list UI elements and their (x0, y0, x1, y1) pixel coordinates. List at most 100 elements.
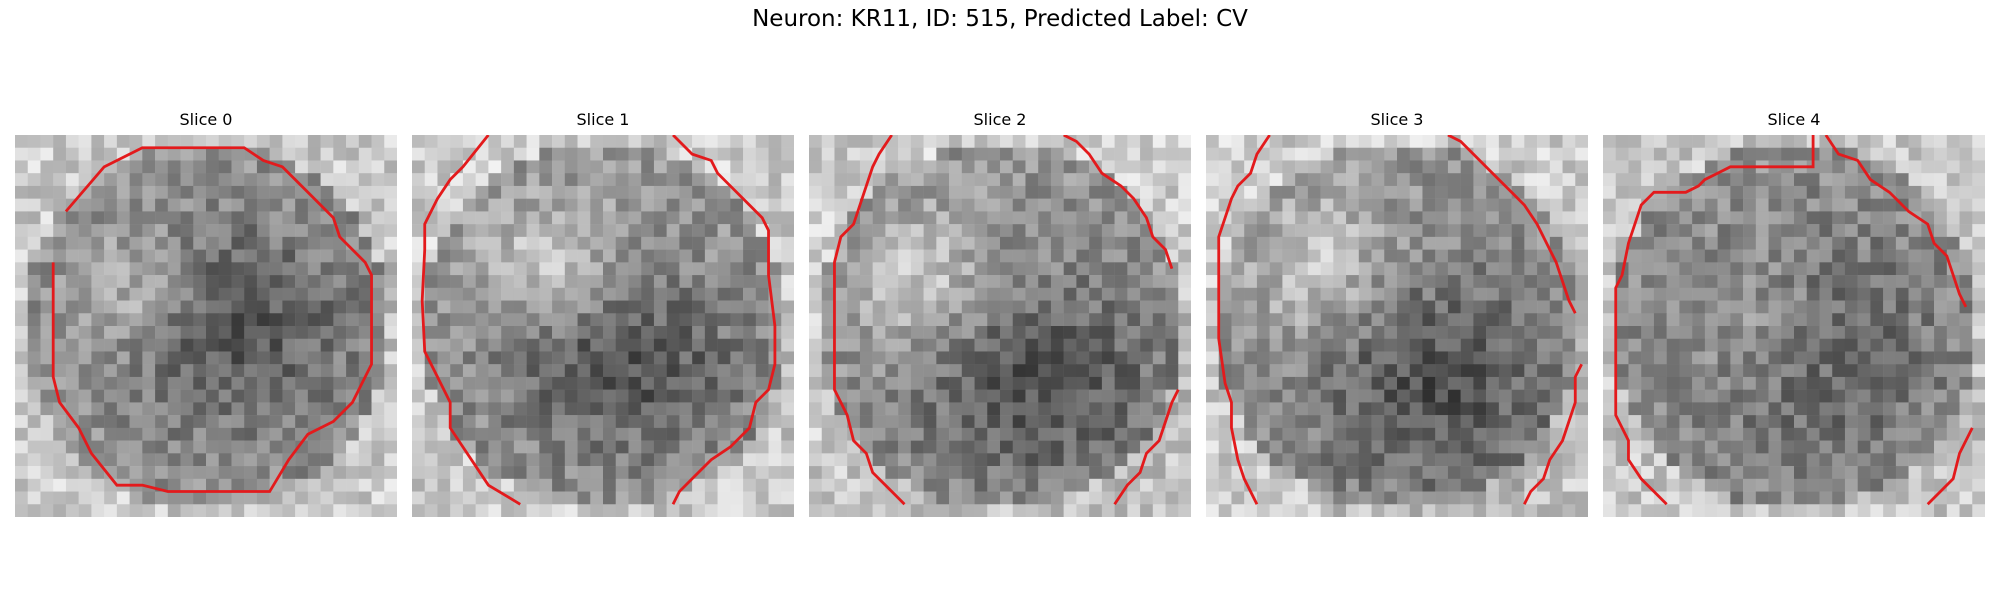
pixel (628, 326, 642, 339)
pixel (65, 453, 79, 467)
pixel (167, 504, 181, 517)
pixel (1832, 198, 1846, 212)
pixel (1307, 224, 1321, 238)
pixel (1704, 326, 1718, 339)
pixel (1908, 351, 1922, 365)
pixel (1384, 160, 1398, 174)
pixel (1575, 313, 1588, 327)
pixel (1295, 427, 1309, 441)
pixel (358, 440, 372, 454)
pixel (1921, 376, 1935, 390)
pixel (949, 389, 963, 403)
pixel (53, 338, 67, 352)
pixel (923, 198, 937, 212)
pixel (1127, 427, 1141, 441)
pixel (1244, 211, 1258, 225)
pixel (1959, 224, 1973, 238)
pixel (1883, 160, 1897, 174)
pixel (1409, 300, 1423, 314)
pixel (1295, 376, 1309, 390)
pixel (437, 415, 451, 429)
pixel (781, 326, 794, 339)
pixel (679, 300, 693, 314)
pixel (1755, 389, 1769, 403)
pixel (1038, 224, 1052, 238)
pixel (244, 173, 258, 187)
pixel (1832, 364, 1846, 378)
pixel (155, 313, 169, 327)
pixel (1524, 453, 1538, 467)
pixel (1628, 415, 1642, 429)
pixel (155, 147, 169, 161)
pixel (1832, 453, 1846, 467)
pixel (768, 440, 782, 454)
pixel (1883, 415, 1897, 429)
pixel (501, 262, 515, 276)
pixel (1397, 389, 1410, 403)
pixel (910, 262, 924, 276)
pixel (1460, 453, 1474, 467)
pixel (513, 224, 527, 238)
pixel (15, 313, 28, 327)
pixel (1692, 236, 1706, 250)
pixel (1269, 364, 1283, 378)
pixel (1704, 402, 1718, 416)
pixel (1524, 504, 1538, 517)
pixel (1794, 389, 1807, 403)
pixel (974, 262, 988, 276)
pixel (577, 453, 591, 467)
pixel (898, 453, 912, 467)
pixel (628, 364, 642, 378)
pixel (53, 236, 67, 250)
pixel (603, 427, 616, 441)
pixel (1959, 453, 1973, 467)
pixel (40, 389, 54, 403)
pixel (821, 338, 835, 352)
pixel (65, 236, 79, 250)
pixel (1575, 402, 1588, 416)
pixel (1908, 147, 1922, 161)
pixel (1603, 504, 1616, 517)
pixel (180, 351, 194, 365)
pixel (1628, 147, 1642, 161)
pixel (1819, 313, 1833, 327)
pixel (1178, 300, 1191, 314)
pixel (371, 135, 385, 148)
pixel (834, 453, 848, 467)
pixel (923, 185, 937, 199)
pixel (1101, 440, 1115, 454)
pixel (1857, 300, 1871, 314)
pixel (679, 491, 693, 505)
pixel (1178, 262, 1191, 276)
pixel (1076, 364, 1090, 378)
pixel (1692, 224, 1706, 238)
pixel (564, 478, 578, 492)
pixel (526, 427, 540, 441)
pixel (974, 313, 988, 327)
pixel (628, 478, 642, 492)
pixel (462, 224, 476, 238)
pixel (539, 440, 553, 454)
pixel (231, 453, 245, 467)
pixel (1819, 491, 1833, 505)
pixel (371, 147, 385, 161)
pixel (78, 351, 92, 365)
pixel (1883, 198, 1897, 212)
pixel (193, 135, 207, 148)
pixel (218, 364, 232, 378)
pixel (65, 313, 79, 327)
pixel (1972, 376, 1985, 390)
pixel (462, 478, 476, 492)
pixel (116, 415, 130, 429)
pixel (1730, 364, 1744, 378)
pixel (1511, 389, 1525, 403)
pixel (412, 224, 425, 238)
pixel (603, 198, 616, 212)
pixel (244, 351, 258, 365)
pixel (1460, 376, 1474, 390)
pixel (526, 313, 540, 327)
pixel (1038, 262, 1052, 276)
pixel (821, 224, 835, 238)
pixel (539, 300, 553, 314)
pixel (295, 351, 309, 365)
